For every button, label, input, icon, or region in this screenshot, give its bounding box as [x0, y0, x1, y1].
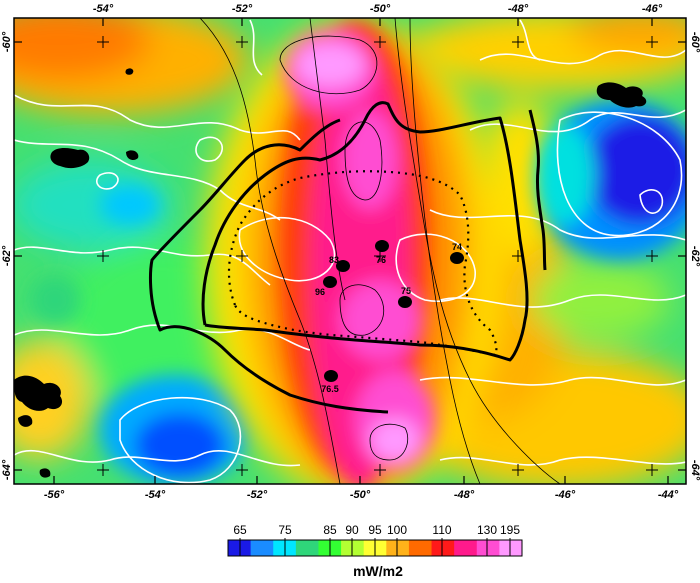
- colorbar-cell: [499, 540, 523, 556]
- colorbar-cell: [476, 540, 500, 556]
- sample-point-marker: [450, 252, 464, 264]
- sample-point-label: 75: [401, 286, 411, 296]
- colorbar-cell: [431, 540, 455, 556]
- sample-point-label: 83: [329, 255, 339, 265]
- lat-label-right: -62°: [689, 246, 700, 267]
- lon-label-bottom: -52°: [247, 489, 268, 501]
- colorbar-cell: [295, 540, 319, 556]
- colorbar-tick-label: 195: [500, 523, 520, 537]
- sample-points: 83 76 74 96 75 76.5: [315, 240, 464, 394]
- sample-point-marker: [375, 240, 389, 252]
- sample-point-marker: [323, 276, 337, 288]
- colorbar-tick-label: 110: [432, 523, 451, 537]
- lon-label-top: -46°: [642, 3, 663, 15]
- colorbar-cell: [408, 540, 433, 556]
- colorbar-tick-label: 85: [323, 523, 337, 537]
- lat-label-right: -60°: [689, 32, 700, 53]
- graticule-crosses: [97, 36, 658, 476]
- colorbar-cell: [341, 540, 365, 556]
- lon-label-bottom: -50°: [350, 489, 371, 501]
- edge-ticks: [14, 18, 686, 484]
- colorbar-unit: mW/m2: [353, 563, 403, 579]
- colorbar-tick-label: 90: [345, 523, 359, 537]
- lon-label-bottom: -48°: [454, 489, 475, 501]
- lon-label-bottom: -54°: [145, 489, 166, 501]
- map-frame: [13, 17, 687, 485]
- colorbar-tick-label: 65: [233, 523, 247, 537]
- lon-label-top: -48°: [508, 3, 529, 15]
- colorbar-tick-label: 95: [368, 523, 382, 537]
- colorbar-cell: [454, 540, 478, 556]
- lat-label-right: -64°: [689, 460, 700, 481]
- colorbar-cell: [250, 540, 274, 556]
- sample-point-label: 74: [452, 242, 462, 252]
- lon-label-bottom: -46°: [555, 489, 576, 501]
- colorbar-cell: [386, 540, 410, 556]
- colorbar-tick-label: 130: [477, 523, 497, 537]
- lon-label-top: -52°: [232, 3, 253, 15]
- lon-label-top: -50°: [370, 3, 391, 15]
- sample-point-marker: [398, 296, 412, 308]
- colorbar-tick-label: 100: [387, 523, 407, 537]
- sample-point-marker: [336, 260, 350, 272]
- lon-label-bottom: -56°: [44, 489, 65, 501]
- sample-point-marker: [324, 370, 338, 382]
- sample-point-label: 76.5: [321, 384, 339, 394]
- lon-label-bottom: -44°: [658, 489, 679, 501]
- lon-label-top: -54°: [93, 3, 114, 15]
- lat-label-left: -62°: [1, 245, 13, 266]
- colorbar-tick-label: 75: [278, 523, 292, 537]
- colorbar: 65 75 85 90 95 100 110 130 195 mW/m2: [227, 523, 523, 579]
- lat-label-left: -60°: [1, 31, 13, 52]
- heat-flow-field: [14, 18, 686, 484]
- sample-point-label: 96: [315, 287, 325, 297]
- sample-point-label: 76: [376, 255, 386, 265]
- lat-label-left: -64°: [1, 459, 13, 480]
